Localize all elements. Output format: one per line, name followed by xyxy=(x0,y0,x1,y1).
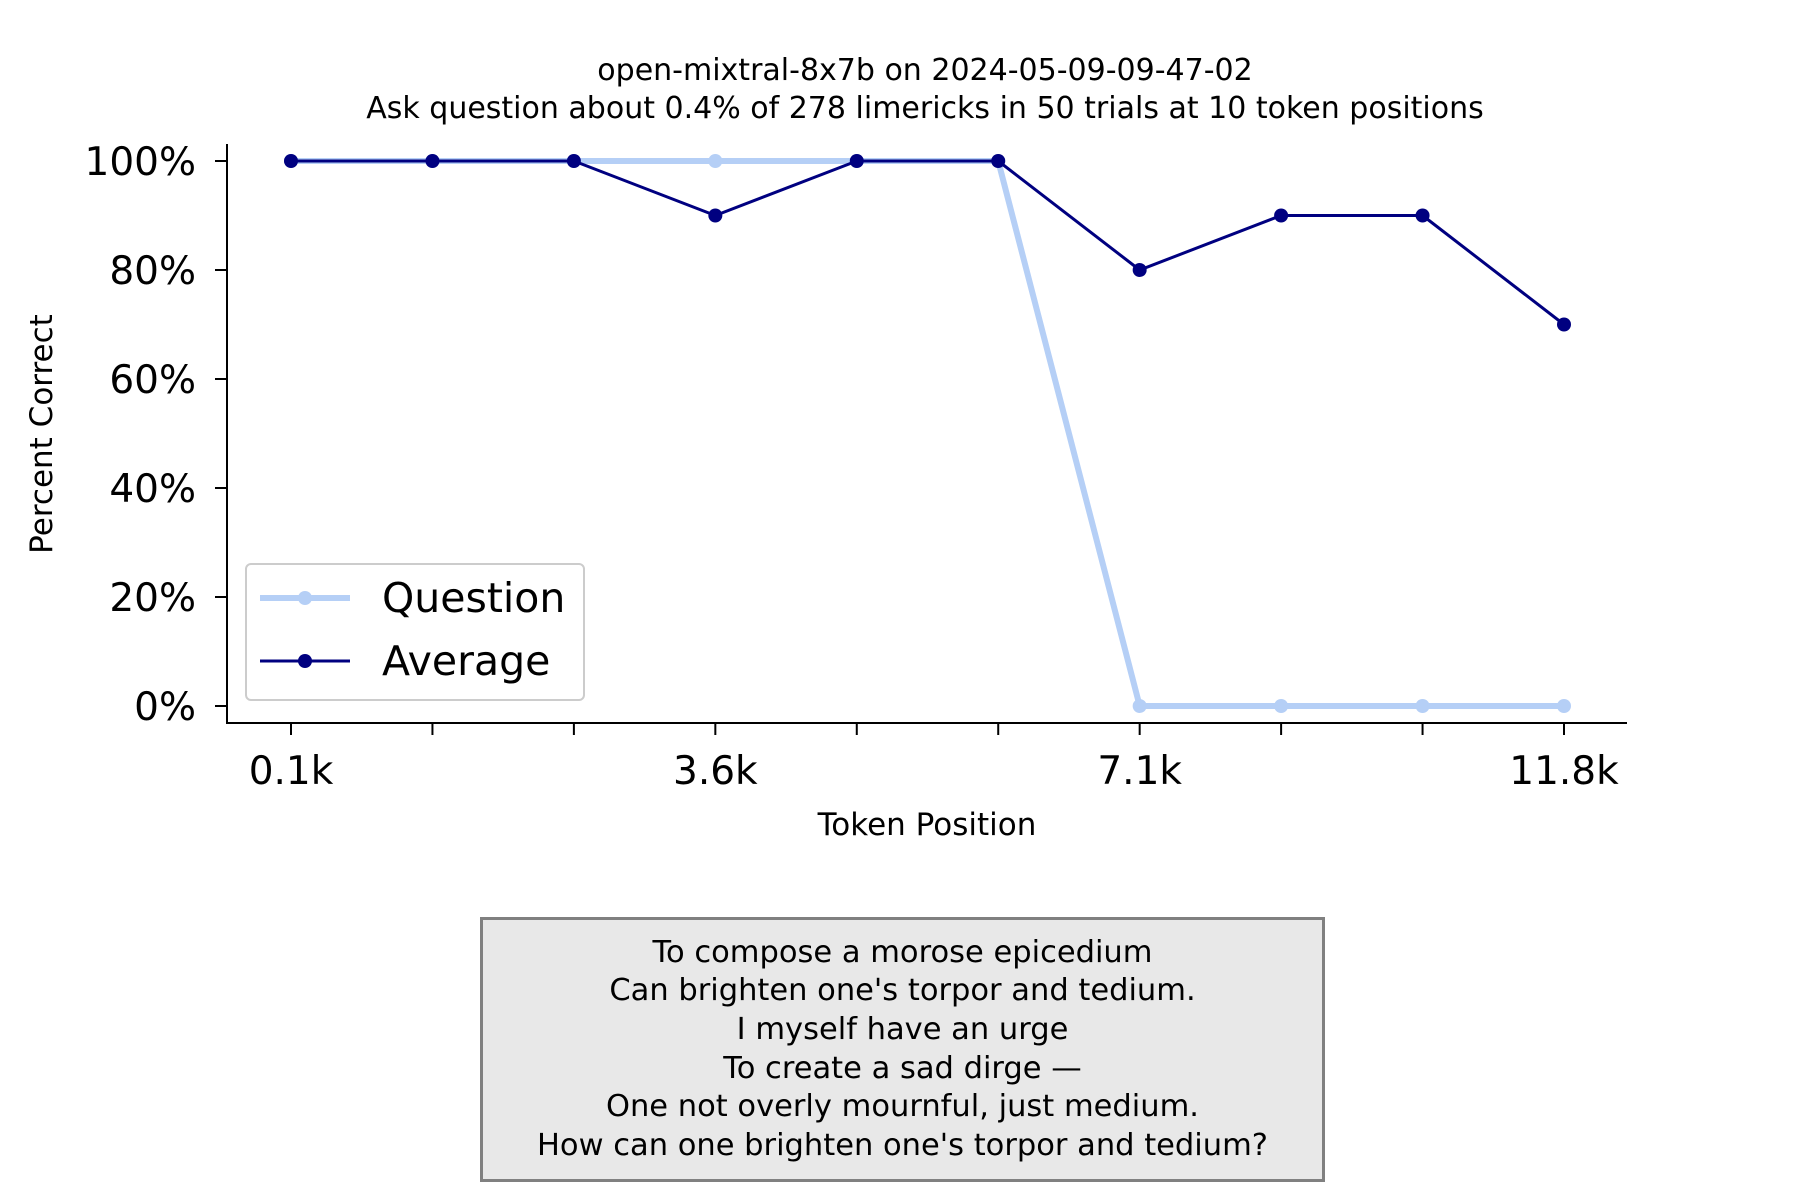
data-point-average xyxy=(1415,208,1430,223)
data-point-question xyxy=(1557,699,1571,713)
data-point-average xyxy=(284,154,298,168)
limerick-line: How can one brighten one's torpor and te… xyxy=(537,1127,1268,1163)
plot-area xyxy=(284,154,1571,713)
x-axis: 0.1k 3.6k 7.1k 11.8k xyxy=(249,723,1619,794)
limerick-text: To compose a morose epicedium Can bright… xyxy=(537,934,1268,1166)
y-tick-label: 40% xyxy=(109,467,196,512)
chart-title: open-mixtral-8x7b on 2024-05-09-09-47-02 xyxy=(597,53,1252,88)
limerick-box: To compose a morose epicedium Can bright… xyxy=(480,917,1325,1182)
series-line-average xyxy=(291,159,1565,326)
limerick-line: I myself have an urge xyxy=(736,1011,1069,1047)
x-axis-label: Token Position xyxy=(817,807,1037,843)
y-tick-label: 100% xyxy=(85,140,197,185)
y-tick-label: 60% xyxy=(109,358,196,403)
data-point-question xyxy=(1274,699,1289,713)
data-point-question xyxy=(1132,699,1147,713)
data-point-average xyxy=(1132,263,1147,277)
limerick-line: Can brighten one's torpor and tedium. xyxy=(609,973,1196,1009)
data-point-average xyxy=(425,154,440,168)
y-axis: 0% 20% 40% 60% 80% 100% xyxy=(85,140,227,730)
legend-question-label: Question xyxy=(382,574,565,622)
data-point-average xyxy=(708,208,723,223)
limerick-line: One not overly mournful, just medium. xyxy=(605,1089,1200,1125)
legend-average-label: Average xyxy=(382,637,550,685)
legend: Question Average xyxy=(245,563,585,701)
chart-subtitle: Ask question about 0.4% of 278 limericks… xyxy=(366,91,1484,126)
data-point-average xyxy=(1557,317,1571,332)
y-tick-label: 80% xyxy=(109,249,196,294)
x-tick-label: 0.1k xyxy=(249,749,334,794)
data-point-average xyxy=(566,154,581,168)
x-tick-label: 11.8k xyxy=(1509,749,1619,794)
x-tick-label: 7.1k xyxy=(1097,749,1182,794)
data-point-average xyxy=(849,154,864,168)
y-axis-label: Percent Correct xyxy=(24,314,60,554)
x-tick-label: 3.6k xyxy=(673,749,758,794)
data-point-average xyxy=(991,154,1006,168)
data-point-average xyxy=(1274,208,1289,223)
legend-question-marker xyxy=(298,591,312,605)
data-point-question xyxy=(1415,699,1430,713)
y-tick-label: 20% xyxy=(109,576,196,621)
limerick-line: To create a sad dirge — xyxy=(723,1050,1082,1086)
y-tick-label: 0% xyxy=(134,685,196,730)
legend-average-marker xyxy=(298,654,312,668)
data-point-question xyxy=(708,154,723,168)
limerick-line: To compose a morose epicedium xyxy=(652,934,1153,970)
